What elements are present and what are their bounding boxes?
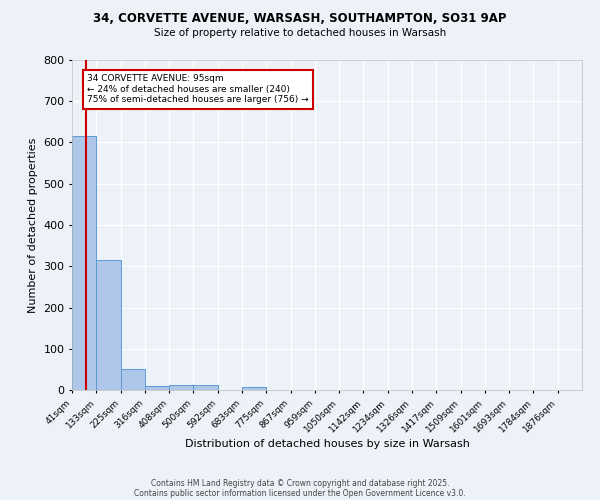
Bar <box>242 386 266 390</box>
Text: Contains public sector information licensed under the Open Government Licence v3: Contains public sector information licen… <box>134 488 466 498</box>
Bar <box>145 386 169 390</box>
Bar <box>193 384 218 390</box>
X-axis label: Distribution of detached houses by size in Warsash: Distribution of detached houses by size … <box>185 440 469 450</box>
Text: Contains HM Land Registry data © Crown copyright and database right 2025.: Contains HM Land Registry data © Crown c… <box>151 478 449 488</box>
Bar <box>72 136 96 390</box>
Bar <box>121 368 145 390</box>
Text: 34, CORVETTE AVENUE, WARSASH, SOUTHAMPTON, SO31 9AP: 34, CORVETTE AVENUE, WARSASH, SOUTHAMPTO… <box>93 12 507 26</box>
Text: Size of property relative to detached houses in Warsash: Size of property relative to detached ho… <box>154 28 446 38</box>
Bar <box>96 260 121 390</box>
Text: 34 CORVETTE AVENUE: 95sqm
← 24% of detached houses are smaller (240)
75% of semi: 34 CORVETTE AVENUE: 95sqm ← 24% of detac… <box>87 74 308 104</box>
Bar <box>169 384 193 390</box>
Y-axis label: Number of detached properties: Number of detached properties <box>28 138 38 312</box>
